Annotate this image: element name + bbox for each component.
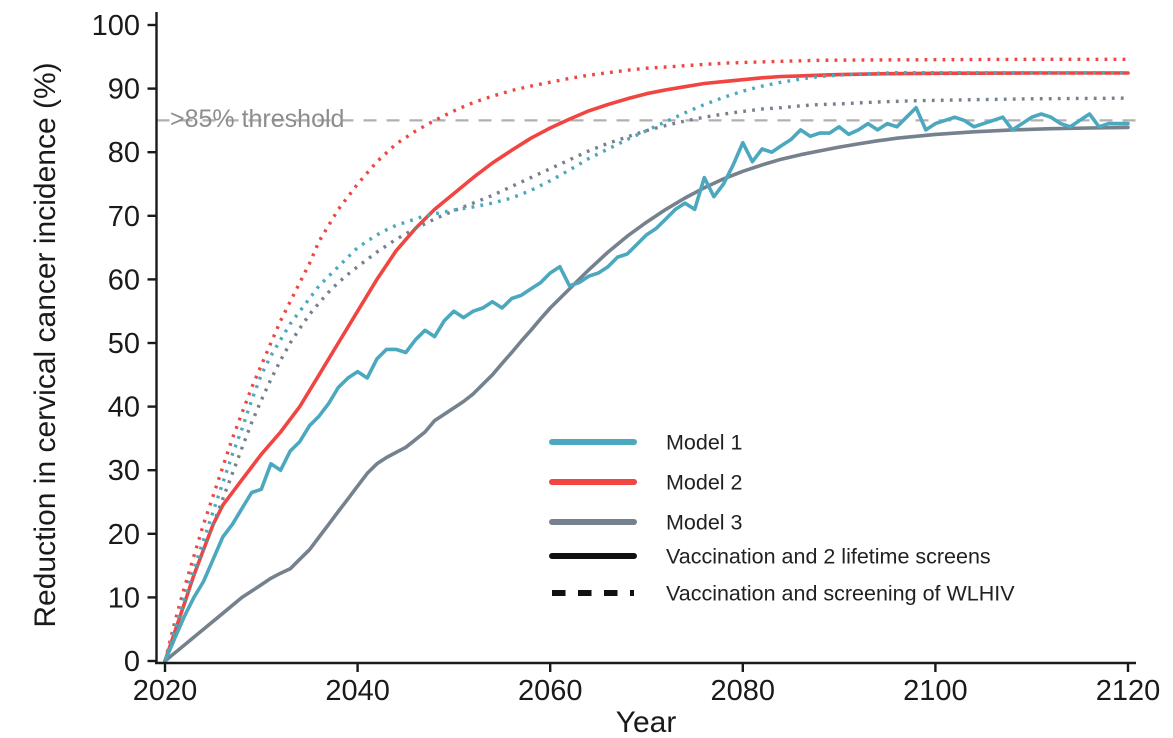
x-tick-label: 2120 <box>1096 675 1161 707</box>
y-tick-label: 60 <box>108 264 140 296</box>
x-tick-label: 2040 <box>325 675 390 707</box>
y-tick-label: 50 <box>108 328 140 360</box>
series-lines <box>163 57 1130 663</box>
series-line-model1-dotted <box>163 71 1128 662</box>
legend-label: Model 3 <box>666 511 743 535</box>
series-line-model2-dotted <box>163 57 1128 662</box>
y-axis-ticks: 0 10 20 30 40 50 60 70 80 90 100 <box>92 10 157 678</box>
series-line-model3-solid <box>163 125 1130 663</box>
series-line-model3-dotted <box>163 96 1129 662</box>
x-tick-label: 2100 <box>903 675 968 707</box>
threshold-label: >85% threshold <box>170 105 344 133</box>
legend-label: Model 1 <box>666 431 743 455</box>
x-tick-label: 2020 <box>133 675 198 707</box>
y-tick-label: 100 <box>92 10 140 42</box>
y-axis-title: Reduction in cervical cancer incidence (… <box>29 62 62 627</box>
series-line-model2-solid <box>163 71 1130 663</box>
x-axis-title: Year <box>616 706 677 738</box>
y-tick-label: 10 <box>108 582 140 614</box>
y-tick-label: 90 <box>108 74 140 106</box>
y-tick-label: 30 <box>108 455 140 487</box>
x-axis-ticks: 2020 2040 2060 2080 2100 2120 <box>133 663 1161 707</box>
axes <box>155 12 1136 665</box>
series-line-model1-solid <box>163 105 1130 663</box>
legend-label: Vaccination and screening of WLHIV <box>666 582 1015 606</box>
y-tick-label: 0 <box>124 646 140 678</box>
x-tick-label: 2080 <box>711 675 776 707</box>
legend: Model 1 Model 2 Model 3 Vaccination and 2 l… <box>549 431 1015 606</box>
legend-label: Vaccination and 2 lifetime screens <box>666 545 991 569</box>
y-tick-label: 20 <box>108 519 140 551</box>
legend-label: Model 2 <box>666 471 743 495</box>
y-tick-label: 70 <box>108 201 140 233</box>
y-tick-label: 80 <box>108 137 140 169</box>
x-tick-label: 2060 <box>518 675 583 707</box>
y-tick-label: 40 <box>108 392 140 424</box>
